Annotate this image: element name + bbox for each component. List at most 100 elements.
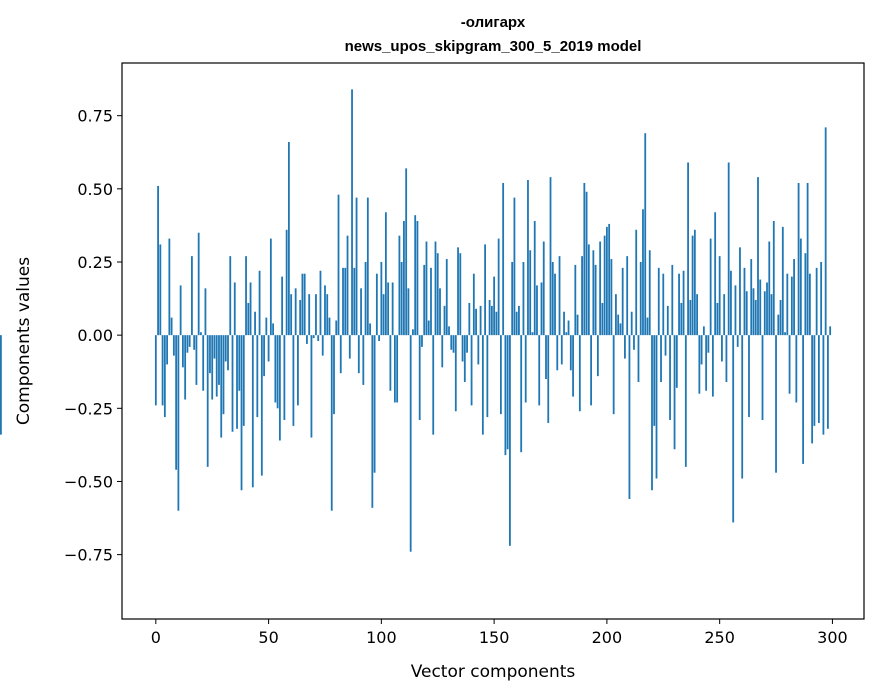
- bar-189: [581, 256, 583, 336]
- bar-273: [770, 294, 773, 336]
- bar-73: [319, 270, 322, 336]
- bar-258: [736, 335, 739, 347]
- bar-17: [193, 335, 196, 350]
- bar-99: [378, 335, 380, 341]
- bar-293: [815, 267, 818, 336]
- x-tick-label: 50: [258, 628, 278, 647]
- bar-264: [750, 259, 753, 336]
- bar-81: [337, 194, 340, 336]
- bar-286: [799, 238, 802, 336]
- bar-151: [495, 311, 498, 336]
- bar-108: [398, 235, 401, 336]
- bar-267: [757, 177, 759, 336]
- bar-228: [669, 335, 671, 421]
- bar-103: [387, 282, 390, 336]
- bar-48: [263, 335, 265, 377]
- bar-41: [247, 302, 250, 336]
- bar-75: [324, 285, 326, 336]
- bar-272: [768, 241, 771, 336]
- bar-153: [499, 335, 502, 415]
- y-tick-label: 0.50: [77, 180, 113, 199]
- bar-119: [423, 264, 426, 336]
- bar-157: [509, 335, 511, 546]
- bar-274: [772, 221, 775, 336]
- bar-196: [596, 335, 599, 377]
- bar-109: [400, 261, 403, 336]
- bar-252: [723, 294, 726, 336]
- bar-88: [353, 267, 356, 336]
- bar-265: [752, 288, 755, 336]
- bar-280: [786, 273, 789, 336]
- bar-148: [488, 300, 491, 336]
- bar-282: [790, 276, 793, 336]
- bar-112: [407, 288, 410, 336]
- bar-268: [759, 279, 762, 336]
- bar-111: [405, 168, 408, 336]
- bar-263: [748, 335, 750, 418]
- bar-8: [172, 335, 175, 356]
- bar-262: [745, 291, 748, 336]
- bar-216: [642, 209, 644, 336]
- bar-230: [673, 335, 676, 450]
- bar-35: [233, 282, 236, 336]
- bar-94: [366, 197, 369, 336]
- bar-150: [493, 276, 496, 336]
- bar-239: [693, 229, 696, 336]
- bar-121: [427, 320, 430, 336]
- bar-77: [328, 317, 331, 336]
- bar-131: [450, 335, 453, 350]
- bar-237: [689, 300, 692, 336]
- bar-101: [382, 294, 385, 336]
- bar-256: [732, 335, 735, 523]
- bar-141: [472, 273, 475, 336]
- bar-126: [439, 288, 441, 336]
- bar-69: [310, 335, 313, 438]
- bar-284: [795, 335, 798, 403]
- bar-33: [229, 256, 232, 336]
- bar-146: [484, 244, 486, 336]
- bar-116: [416, 221, 419, 336]
- bar-79: [333, 335, 335, 415]
- bar-233: [680, 302, 683, 336]
- bar-14: [186, 335, 189, 353]
- bar-24: [209, 335, 211, 374]
- bar-226: [664, 335, 667, 356]
- bar-100: [380, 261, 383, 336]
- bar-104: [389, 335, 392, 391]
- bar-54: [276, 335, 279, 409]
- bar-143: [477, 335, 480, 365]
- y-tick-label: 0.75: [77, 107, 113, 126]
- bar-207: [621, 267, 624, 336]
- bar-83: [342, 267, 344, 336]
- bar-285: [797, 182, 800, 336]
- bar-36: [236, 335, 238, 429]
- bar-58: [285, 229, 288, 336]
- bar-251: [721, 335, 723, 362]
- bar-279: [784, 332, 786, 336]
- bar-257: [734, 285, 737, 336]
- bar-271: [766, 282, 768, 336]
- bar-105: [391, 282, 394, 336]
- bar-32: [227, 335, 229, 371]
- bar-164: [524, 335, 527, 403]
- bar-191: [585, 191, 588, 336]
- bar-174: [547, 335, 550, 423]
- bar-169: [536, 285, 538, 336]
- bar-23: [206, 335, 209, 467]
- bar-137: [463, 335, 466, 382]
- bar-219: [648, 250, 651, 336]
- bar-series: [0, 89, 832, 552]
- bar-291: [811, 335, 814, 444]
- bar-82: [339, 335, 342, 374]
- bar-208: [624, 335, 626, 359]
- bar-61: [292, 335, 295, 426]
- bar-288: [804, 253, 807, 336]
- bar-166: [529, 250, 532, 336]
- bar-124: [434, 241, 437, 336]
- bar-12: [181, 335, 184, 368]
- bar-149: [490, 305, 493, 336]
- bar-98: [375, 273, 378, 336]
- bar-95: [369, 323, 371, 336]
- bar-53: [274, 335, 277, 403]
